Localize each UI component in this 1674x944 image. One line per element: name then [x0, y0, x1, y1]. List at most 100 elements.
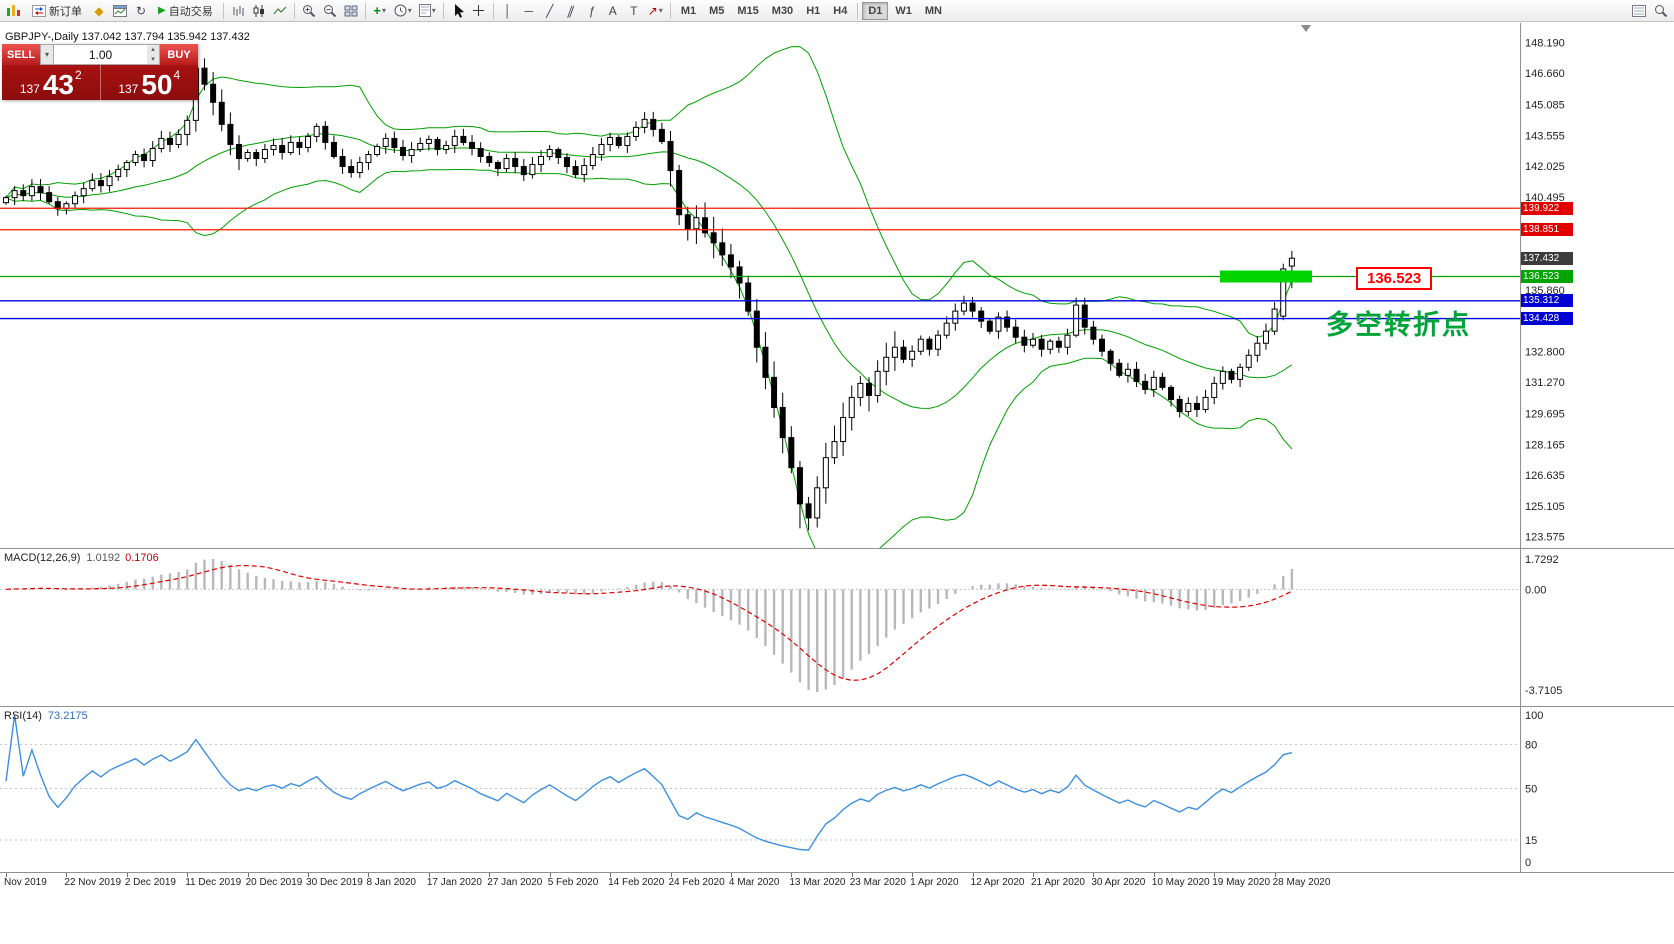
toolbar-separator: [857, 2, 859, 19]
date-axis[interactable]: Nov 2019 22 Nov 2019 2 Dec 2019 11 Dec 2019…: [0, 872, 1674, 892]
timeframe-mn[interactable]: MN: [924, 4, 942, 17]
play-icon: ▶: [158, 5, 166, 16]
timeframe-d1[interactable]: D1: [862, 1, 889, 20]
cursor-button[interactable]: [448, 2, 468, 20]
data-window-button[interactable]: [1629, 2, 1649, 20]
auto-trading-button[interactable]: ▶ 自动交易: [152, 2, 219, 20]
template-icon: [418, 4, 431, 17]
date-label: 5 Feb 2020: [547, 877, 599, 888]
label-button[interactable]: T: [624, 2, 644, 20]
date-label: 10 May 2020: [1151, 877, 1210, 888]
line-chart-icon: [273, 6, 287, 14]
svg-text:145.085: 145.085: [1525, 100, 1565, 112]
volume-input[interactable]: 1.00: [54, 44, 147, 65]
timeframe-h4[interactable]: H4: [833, 4, 848, 17]
date-tick: [730, 873, 732, 877]
trade-panel-divider: [99, 65, 101, 100]
sell-button[interactable]: SELL: [2, 44, 40, 65]
new-order-button[interactable]: 新订单: [26, 2, 88, 20]
zoom-in-button[interactable]: [299, 2, 319, 20]
cursor-icon: [454, 3, 464, 18]
date-label: 20 Dec 2019: [245, 877, 303, 888]
chart-shift-marker[interactable]: [1301, 25, 1311, 32]
indicator-plus-icon: +: [373, 3, 381, 18]
svg-text:15: 15: [1525, 835, 1537, 847]
search-button[interactable]: [1651, 2, 1671, 20]
rsi-canvas[interactable]: 100 80 50 15 0: [0, 707, 1674, 872]
sell-price-display[interactable]: 137 43 2: [2, 65, 100, 100]
channel-button[interactable]: ∥: [561, 2, 581, 20]
mql-market-button[interactable]: ◆: [89, 2, 109, 20]
date-tick: [549, 873, 551, 877]
date-tick: [308, 873, 310, 877]
app-logo: [3, 2, 25, 20]
date-label: 23 Mar 2020: [849, 877, 906, 888]
macd-name: MACD(12,26,9): [4, 552, 81, 564]
vertical-line-button[interactable]: │: [498, 2, 518, 20]
tile-windows-button[interactable]: [341, 2, 361, 20]
date-label: 17 Jan 2020: [426, 877, 482, 888]
svg-text:142.025: 142.025: [1525, 161, 1565, 173]
volume-up-button[interactable]: ▴: [147, 45, 159, 55]
macd-header: MACD(12,26,9) 1.0192 0.1706: [4, 552, 159, 564]
volume-down-button[interactable]: ▾: [147, 54, 159, 64]
fibonacci-button[interactable]: ƒ: [582, 2, 602, 20]
price-axis-border: [1520, 23, 1521, 872]
vertical-line-icon: │: [503, 3, 512, 18]
toolbar-separator: [222, 2, 224, 19]
macd-canvas[interactable]: 1.7292 0.00 -3.7105: [0, 549, 1674, 706]
svg-text:50: 50: [1525, 784, 1537, 796]
price-label-pivot: 136.523: [1521, 270, 1573, 283]
macd-panel[interactable]: 1.7292 0.00 -3.7105 MACD(12,26,9) 1.0192 0.1…: [0, 548, 1674, 706]
caret-down-icon: ▾: [44, 50, 49, 59]
arrows-button[interactable]: ↗ ▾: [645, 2, 666, 20]
bar-chart-button[interactable]: [228, 2, 248, 20]
horizontal-line-icon: ─: [524, 3, 533, 18]
trade-panel-controls: SELL ▾ 1.00 ▴ ▾ BUY: [2, 44, 198, 65]
date-tick: [428, 873, 430, 877]
buy-price-pips: 50: [141, 69, 173, 100]
timeframe-m5[interactable]: M5: [709, 4, 725, 17]
timeframe-m1[interactable]: M1: [680, 4, 697, 17]
svg-text:128.165: 128.165: [1525, 439, 1565, 451]
periods-button[interactable]: ▾: [391, 2, 415, 20]
zoom-out-button[interactable]: [320, 2, 340, 20]
rsi-panel[interactable]: 100 80 50 15 0 RSI(14) 73.2175: [0, 706, 1674, 872]
candle-chart-button[interactable]: [249, 2, 269, 20]
buy-button[interactable]: BUY: [160, 44, 198, 65]
date-tick: [1153, 873, 1155, 877]
timeframe-w1[interactable]: W1: [895, 4, 912, 17]
horizontal-line-button[interactable]: ─: [519, 2, 539, 20]
svg-text:132.800: 132.800: [1525, 346, 1565, 358]
date-label: 4 Mar 2020: [728, 877, 780, 888]
templates-button[interactable]: ▾: [416, 2, 439, 20]
date-tick: [1093, 873, 1095, 877]
date-label: 14 Feb 2020: [608, 877, 665, 888]
trade-panel-prices: 137 43 2 137 50 4: [2, 65, 198, 100]
indicators-button[interactable]: + ▾: [370, 2, 390, 20]
zoom-in-icon: [302, 5, 315, 17]
volume-dropdown-button[interactable]: ▾: [40, 44, 54, 65]
timeframe-m15[interactable]: M15: [737, 4, 759, 17]
chart-window-icon: [113, 4, 127, 17]
caret-down-icon: ▾: [658, 6, 663, 15]
svg-text:143.555: 143.555: [1525, 130, 1565, 142]
crosshair-button[interactable]: [469, 2, 489, 20]
timeframe-m30[interactable]: M30: [771, 4, 794, 17]
zoom-out-icon: [323, 5, 336, 17]
caret-down-icon: ▾: [381, 6, 386, 15]
date-tick: [66, 873, 68, 877]
refresh-button[interactable]: ↻: [131, 2, 151, 20]
buy-price-display[interactable]: 137 50 4: [101, 65, 199, 100]
timeframe-h1[interactable]: H1: [806, 4, 821, 17]
date-label: 24 Feb 2020: [668, 877, 725, 888]
clock-icon: [394, 4, 407, 17]
date-label: Nov 2019: [4, 877, 47, 888]
date-tick: [972, 873, 974, 877]
one-click-trading-panel: SELL ▾ 1.00 ▴ ▾ BUY 137 43 2 137 50 4: [2, 44, 198, 100]
price-label-resistance-lower: 138.851: [1521, 223, 1573, 237]
new-chart-button[interactable]: [110, 2, 130, 20]
line-chart-button[interactable]: [270, 2, 290, 20]
text-button[interactable]: A: [603, 2, 623, 20]
trendline-button[interactable]: ╱: [540, 2, 560, 20]
